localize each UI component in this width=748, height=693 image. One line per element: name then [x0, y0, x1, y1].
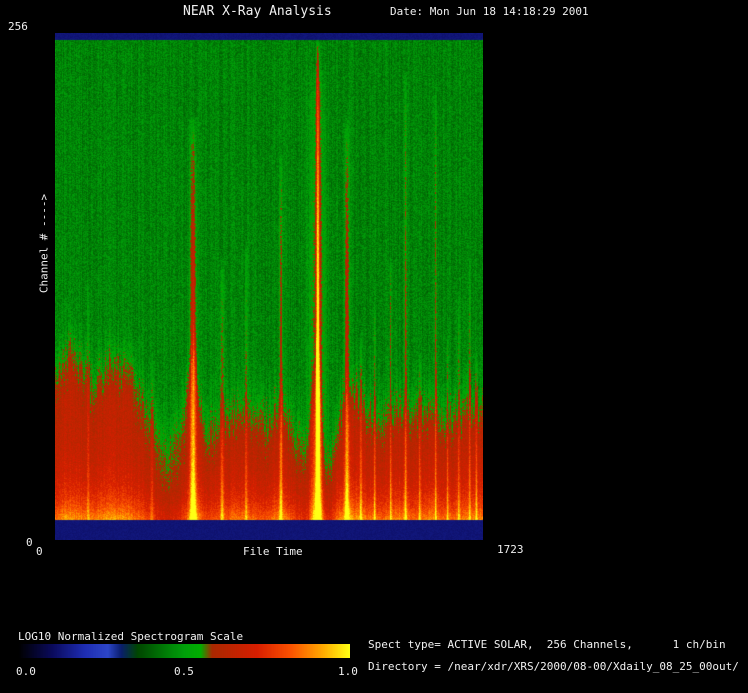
colorbar-tick-min: 0.0 — [16, 665, 36, 678]
page-title: NEAR X-Ray Analysis — [183, 4, 332, 19]
x-axis-title: File Time — [243, 545, 303, 558]
spect-type-line: Spect type= ACTIVE SOLAR, 256 Channels, … — [368, 638, 726, 651]
y-axis-max-label: 256 — [8, 20, 28, 33]
date-label: Date: Mon Jun 18 14:18:29 2001 — [390, 5, 589, 18]
colorbar-tick-mid: 0.5 — [174, 665, 194, 678]
y-axis-title: Channel # ----> — [37, 193, 51, 294]
colorbar-title: LOG10 Normalized Spectrogram Scale — [18, 630, 244, 643]
directory-line: Directory = /near/xdr/XRS/2000/08-00/Xda… — [368, 660, 739, 673]
x-axis-max-label: 1723 — [497, 543, 524, 556]
spectrogram-plot — [55, 33, 483, 540]
y-axis-min-label: 0 — [26, 536, 33, 549]
x-axis-min-label: 0 — [36, 545, 43, 558]
colorbar-gradient — [18, 644, 350, 658]
colorbar-tick-max: 1.0 — [338, 665, 358, 678]
